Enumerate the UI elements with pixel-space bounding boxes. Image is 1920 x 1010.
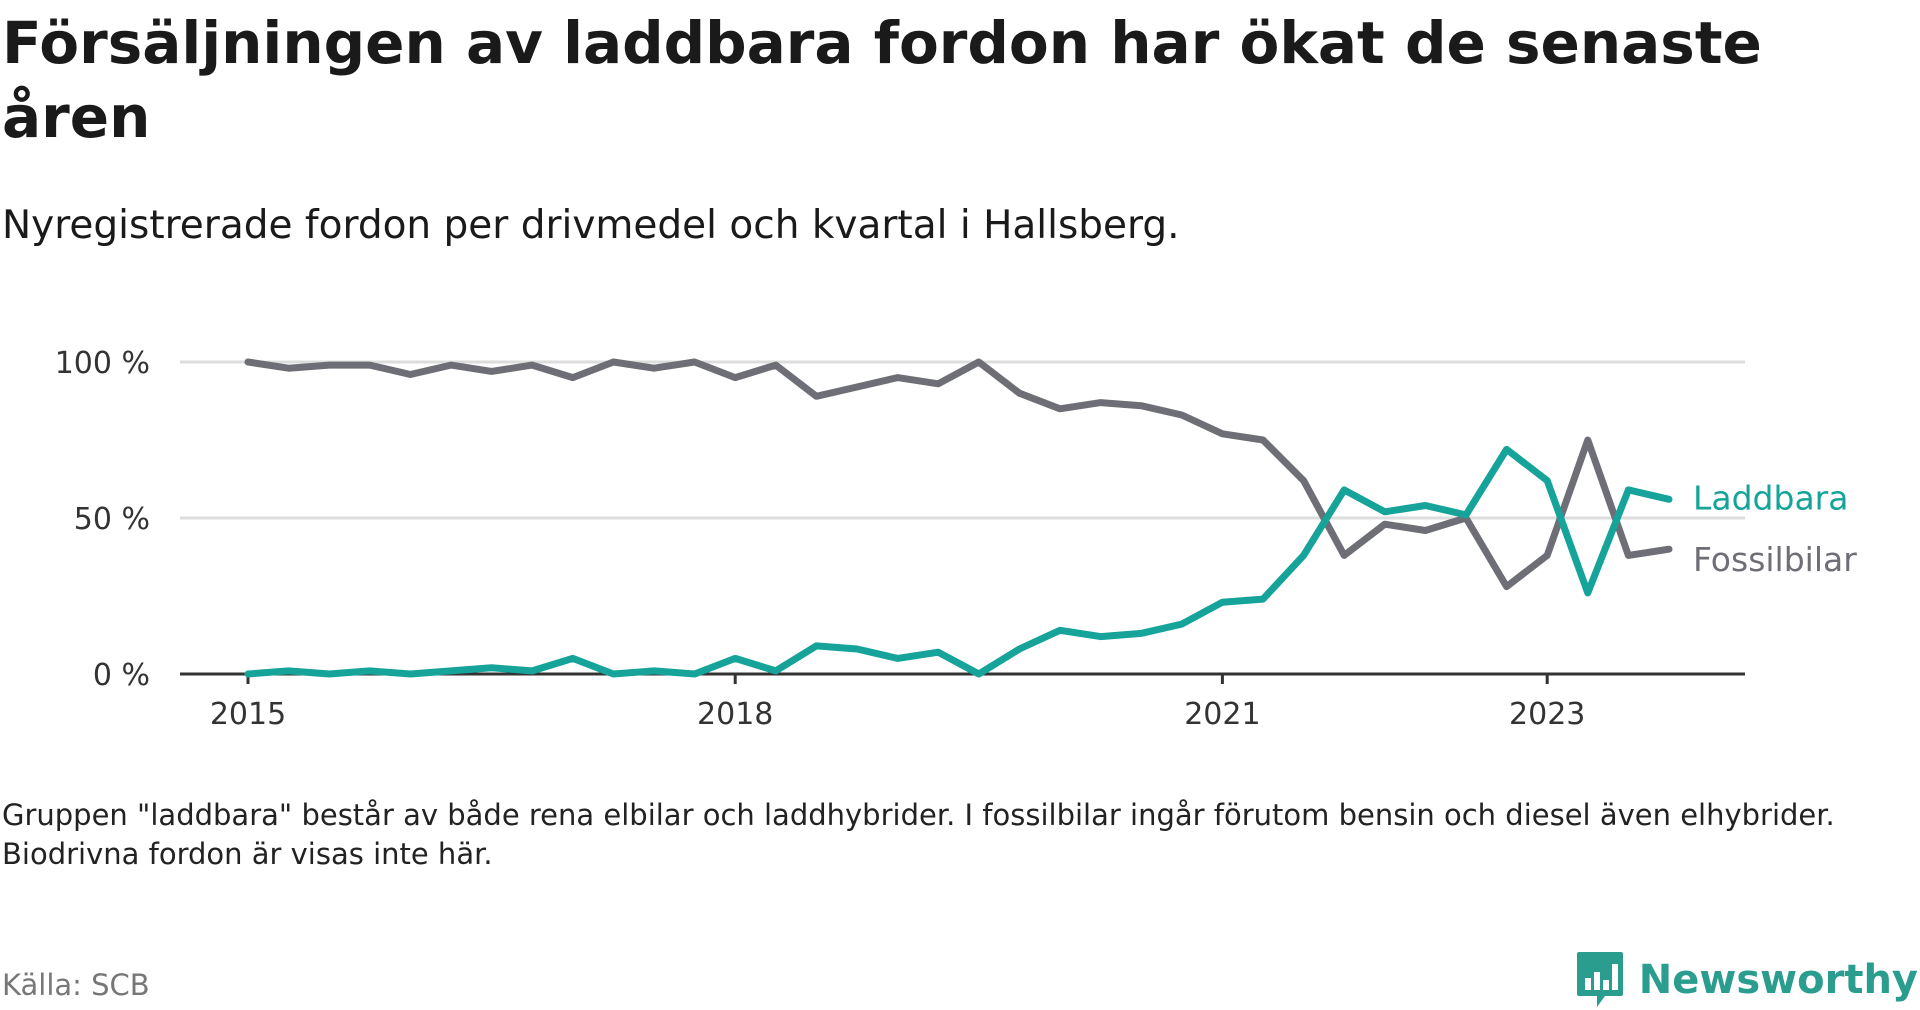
chart-note: Gruppen "laddbara" består av både rena e… xyxy=(2,798,1835,871)
line-chart: 0 % 50 % 100 % 2015 2018 2021 2023 Laddbara Fos… xyxy=(55,346,1858,732)
series-labels: Laddbara Fossilbilar xyxy=(1693,478,1857,579)
chart-subtitle: Nyregistrerade fordon per drivmedel och … xyxy=(2,203,1180,248)
x-tick-label: 2018 xyxy=(697,697,773,732)
newsworthy-logo-icon xyxy=(1576,952,1623,1007)
y-tick-label: 50 % xyxy=(74,502,150,537)
x-tick-label: 2023 xyxy=(1509,697,1585,732)
source-credit: Källa: SCB xyxy=(2,968,150,1002)
chart-title: Försäljningen av laddbara fordon har öka… xyxy=(2,9,1762,151)
x-tick-label: 2015 xyxy=(210,697,286,732)
brand-name: Newsworthy xyxy=(1638,957,1918,1003)
x-tick-label: 2021 xyxy=(1184,697,1260,732)
series-label-laddbara: Laddbara xyxy=(1693,478,1848,517)
brand-logo: Newsworthy xyxy=(1575,950,1918,1010)
series-lines xyxy=(244,358,1673,678)
y-tick-label: 100 % xyxy=(55,346,150,381)
series-line-laddbara xyxy=(244,445,1673,678)
y-tick-label: 0 % xyxy=(93,658,150,693)
series-line-fossil xyxy=(244,358,1673,591)
series-label-fossil: Fossilbilar xyxy=(1693,540,1857,579)
gridlines xyxy=(180,360,1745,520)
